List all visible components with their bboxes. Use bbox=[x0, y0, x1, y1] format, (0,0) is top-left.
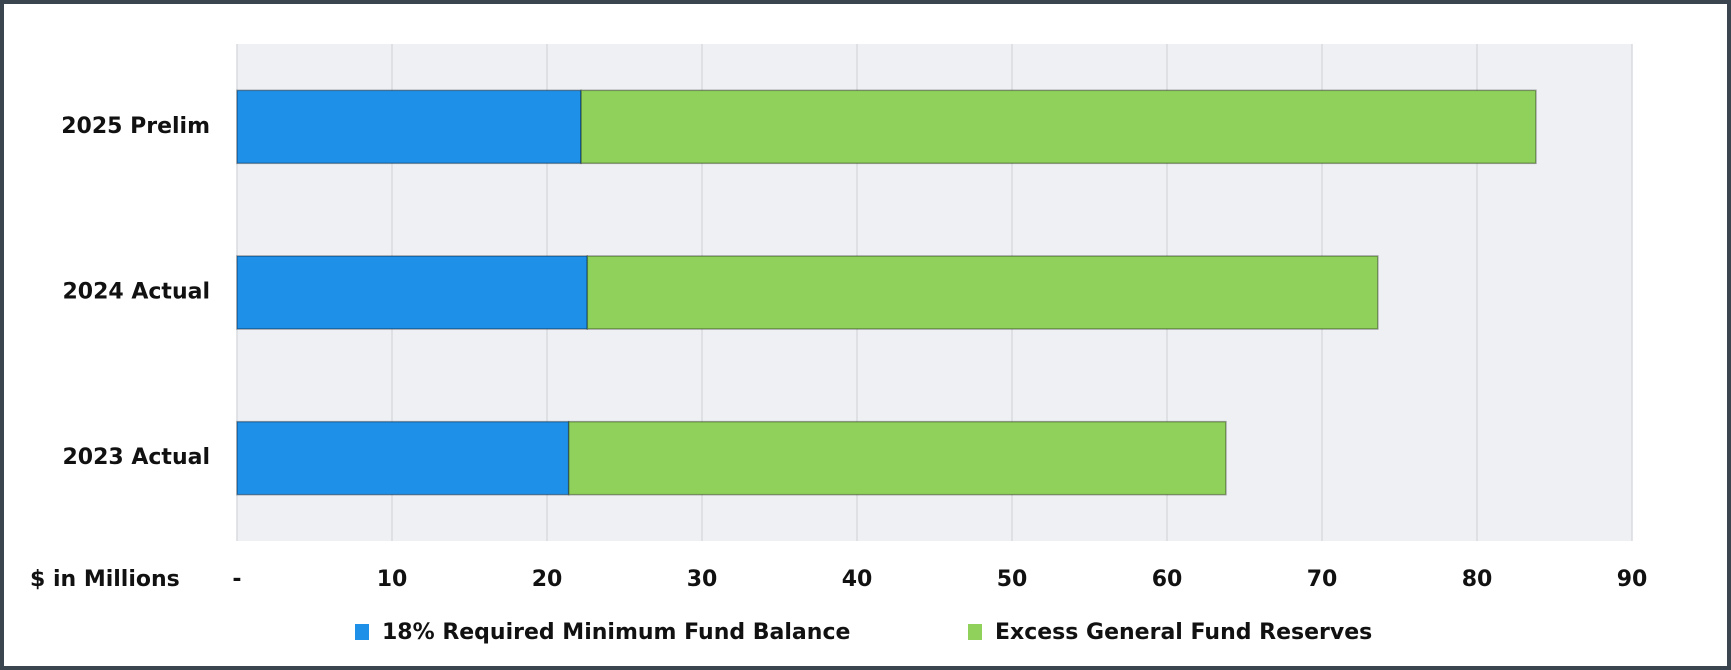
y-tick-label: 2024 Actual bbox=[62, 280, 210, 305]
bar-segment bbox=[580, 89, 1537, 165]
legend-swatch bbox=[968, 624, 982, 640]
legend-label: Excess General Fund Reserves bbox=[995, 620, 1372, 645]
x-tick-label: 70 bbox=[1307, 567, 1338, 592]
y-tick-label: 2025 Prelim bbox=[61, 114, 210, 139]
x-tick-label: 30 bbox=[687, 567, 718, 592]
bar-segment bbox=[236, 89, 582, 165]
x-tick-label: 40 bbox=[842, 567, 873, 592]
legend-label: 18% Required Minimum Fund Balance bbox=[382, 620, 850, 645]
bar-segment bbox=[236, 255, 589, 330]
x-tick-label: 50 bbox=[997, 567, 1028, 592]
x-axis-label: $ in Millions bbox=[30, 567, 180, 592]
x-tick-label: 60 bbox=[1152, 567, 1183, 592]
x-tick-label: 20 bbox=[532, 567, 563, 592]
bar-segment bbox=[586, 255, 1379, 330]
x-tick-label: - bbox=[232, 567, 241, 592]
bar-segment bbox=[236, 420, 570, 496]
legend-swatch bbox=[355, 624, 369, 640]
bar-segment bbox=[567, 420, 1227, 496]
x-tick-label: 10 bbox=[377, 567, 408, 592]
x-tick-label: 80 bbox=[1462, 567, 1493, 592]
y-tick-label: 2023 Actual bbox=[62, 445, 210, 470]
x-tick-label: 90 bbox=[1617, 567, 1648, 592]
